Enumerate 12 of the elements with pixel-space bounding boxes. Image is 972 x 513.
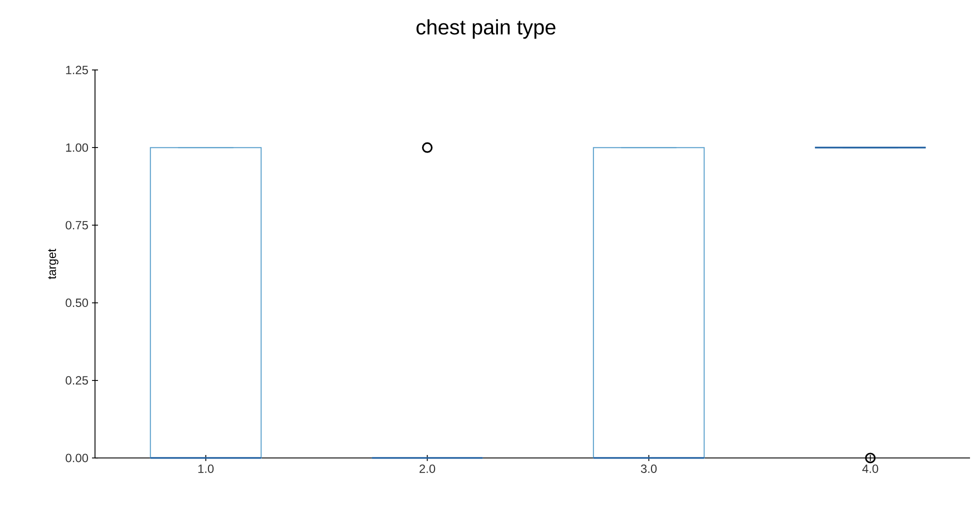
chart-title: chest pain type <box>416 19 556 39</box>
x-tick-label: 1.0 <box>198 464 214 473</box>
y-tick-label: 0.25 <box>66 376 88 385</box>
y-axis-title: target <box>48 248 58 280</box>
x-tick-label: 2.0 <box>420 464 436 473</box>
y-tick-label: 0.75 <box>66 220 88 230</box>
x-tick-label: 4.0 <box>862 464 878 473</box>
x-tick-label: 3.0 <box>640 464 657 473</box>
y-tick-label: 0.00 <box>66 454 88 462</box>
y-tick-label: 1.00 <box>66 143 88 152</box>
y-tick-label: 0.50 <box>66 298 88 308</box>
y-tick-label: 1.25 <box>66 66 88 74</box>
